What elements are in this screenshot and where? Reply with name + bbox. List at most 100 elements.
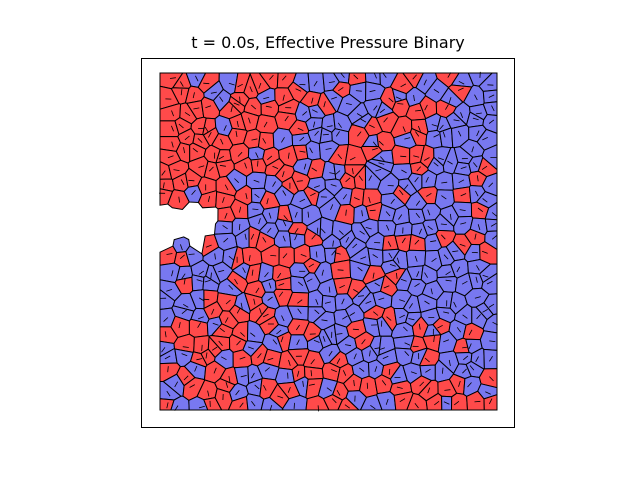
- cell-polarity: [413, 95, 415, 102]
- cell-polarity: [276, 329, 282, 335]
- cell: [303, 366, 324, 380]
- cell-polarity: [399, 299, 406, 302]
- cell-polarity: [214, 253, 216, 260]
- cell: [191, 274, 205, 292]
- cell: [484, 218, 498, 233]
- cell-polarity: [477, 207, 484, 213]
- cell-polarity: [201, 344, 203, 351]
- cell-polarity: [244, 233, 247, 240]
- cell-polarity: [365, 300, 372, 304]
- cell-polarity: [378, 162, 385, 165]
- cell-polarity: [369, 90, 376, 93]
- cell-polarity: [282, 253, 288, 259]
- cell-polarity: [386, 316, 392, 321]
- cell-polarity: [424, 272, 428, 278]
- cell-polarity: [488, 398, 493, 405]
- cell-polarity: [433, 335, 435, 343]
- cell-polarity: [468, 343, 472, 350]
- cell-polarity: [357, 266, 363, 272]
- cell: [391, 144, 411, 166]
- cell-polarity: [412, 74, 417, 80]
- cell-polarity: [324, 301, 331, 304]
- cell-polarity: [482, 137, 488, 141]
- cell-polarity: [287, 152, 290, 159]
- cell-polarity: [456, 327, 462, 333]
- cell-polarity: [184, 135, 190, 141]
- cell-polarity: [250, 233, 255, 240]
- cell-polarity: [259, 308, 262, 315]
- cell-polarity: [239, 356, 246, 360]
- cell-polarity: [382, 72, 387, 78]
- cell-polarity: [489, 340, 496, 342]
- cell-polarity: [444, 389, 451, 391]
- cell-polarity: [418, 228, 422, 235]
- cell-polarity: [296, 180, 303, 182]
- cell-polarity: [247, 346, 254, 350]
- cell-polarity: [262, 237, 267, 243]
- cell-polarity: [458, 380, 461, 387]
- cell-polarity: [204, 279, 211, 283]
- cell-polarity: [399, 189, 404, 196]
- cell-polarity: [181, 309, 187, 315]
- cell-polarity: [353, 74, 359, 80]
- cell-polarity: [252, 208, 259, 210]
- cell-polarity: [210, 272, 212, 279]
- cell-polarity: [171, 110, 174, 117]
- cell-polarity: [349, 156, 356, 161]
- cell-polarity: [458, 80, 465, 85]
- cell-polarity: [372, 141, 378, 147]
- cell-polarity: [268, 212, 272, 219]
- cell-polarity: [443, 311, 450, 314]
- cell-polarity: [477, 224, 481, 231]
- cell-polarity: [414, 402, 419, 409]
- cell-polarity: [302, 111, 308, 116]
- cell-polarity: [266, 227, 272, 233]
- cell-polarity: [282, 190, 287, 196]
- cell-polarity: [361, 210, 363, 217]
- cell-polarity: [309, 147, 313, 154]
- cell-polarity: [162, 182, 165, 189]
- cell-polarity: [182, 303, 189, 308]
- cell-polarity: [427, 225, 433, 231]
- cell-polarity: [460, 112, 464, 119]
- cell-polarity: [235, 130, 238, 137]
- cell-polarity: [351, 168, 354, 175]
- cell-polarity: [313, 121, 316, 128]
- cell-polarity: [326, 387, 332, 392]
- cell-polarity: [311, 97, 314, 104]
- cell-polarity: [400, 278, 407, 282]
- cell-polarity: [375, 169, 382, 172]
- cell-polarity: [314, 309, 320, 315]
- cell-polarity: [321, 269, 324, 276]
- cell-polarity: [179, 254, 185, 260]
- cell-polarity: [237, 151, 243, 157]
- cell-polarity: [352, 328, 359, 331]
- cell-polarity: [257, 353, 262, 359]
- cell-polarity: [359, 230, 365, 235]
- cell-polarity: [441, 195, 447, 200]
- cell-polarity: [458, 179, 465, 184]
- cell-polarity: [476, 175, 479, 182]
- cell-polarity: [342, 370, 347, 376]
- cell-polarity: [396, 272, 398, 279]
- cell-polarity: [250, 332, 256, 337]
- cell-polarity: [230, 106, 233, 113]
- cell-polarity: [359, 367, 365, 372]
- cell-polarity: [491, 212, 497, 217]
- cell-polarity: [233, 102, 240, 106]
- cell-polarity: [205, 352, 208, 359]
- cell-polarity: [228, 82, 235, 86]
- cell-polarity: [400, 155, 407, 158]
- cell-polarity: [489, 355, 493, 362]
- cell-polarity: [488, 182, 494, 188]
- cell-polarity: [424, 357, 430, 363]
- cell-polarity: [278, 291, 284, 297]
- cell-polarity: [163, 317, 169, 322]
- cell-polarity: [360, 118, 367, 123]
- cell-polarity: [468, 329, 473, 336]
- cell: [367, 247, 384, 267]
- cell-polarity: [295, 324, 300, 331]
- cell-polarity: [161, 347, 166, 353]
- cell-polarity: [403, 326, 408, 332]
- cell-polarity: [300, 254, 307, 257]
